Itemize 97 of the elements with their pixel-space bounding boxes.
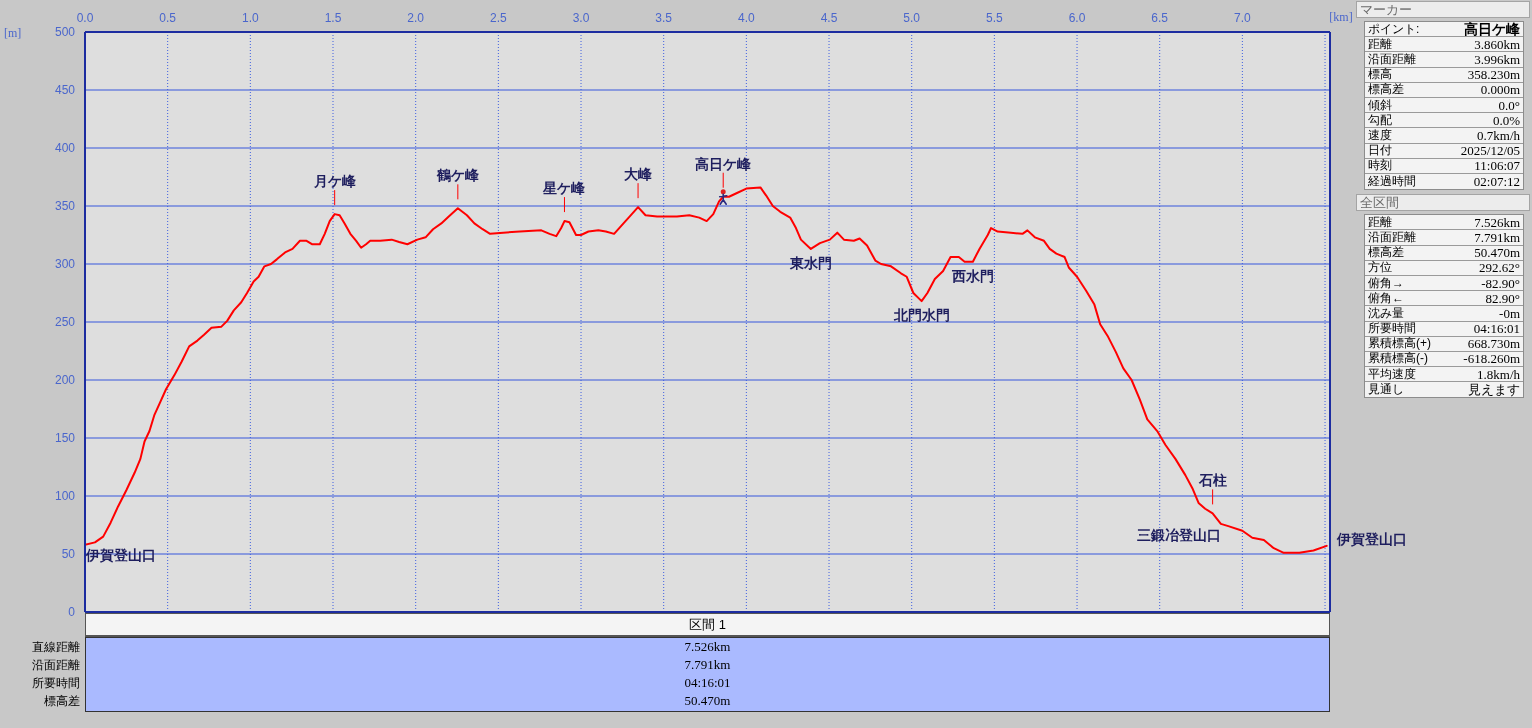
text: 方位 <box>1368 260 1392 275</box>
text: 日付 <box>1368 143 1392 158</box>
text: 見えます <box>1468 382 1520 398</box>
text: 7.526km <box>683 638 732 656</box>
text: ポイント: <box>1368 21 1420 36</box>
text: 7.791km <box>683 656 732 674</box>
text: 速度 <box>1368 127 1392 142</box>
text: 標高 <box>1368 67 1392 82</box>
text: 俯角→ <box>1368 275 1404 290</box>
x-axis-title: [km] <box>1329 10 1353 24</box>
text: 経過時間 <box>1368 173 1416 188</box>
text: 668.730m <box>1467 336 1520 352</box>
annotation: 高日ケ峰 <box>695 155 753 172</box>
y-tick-label: 400 <box>54 141 76 156</box>
x-tick-label: 3.0 <box>572 11 590 25</box>
text: 俯角← <box>1368 290 1404 305</box>
text: マーカー <box>1356 1 1530 18</box>
annotation: 石柱 <box>1197 472 1227 489</box>
text: 距離 <box>1368 214 1392 229</box>
text: 沿面距離 <box>32 657 80 674</box>
text: 所要時間 <box>32 675 80 692</box>
text: 50.470m <box>683 692 732 710</box>
x-tick-label: 6.0 <box>1068 11 1086 25</box>
text: 標高差 <box>44 693 80 710</box>
annotation: 鶴ケ峰 <box>435 167 480 184</box>
text: 0.7km/h <box>1477 127 1520 143</box>
text: 50.470m <box>1474 245 1520 261</box>
text: 3.860km <box>1474 36 1520 52</box>
text: 292.62° <box>1479 260 1520 276</box>
text: 04:16:01 <box>1473 321 1520 337</box>
x-tick-label: 2.0 <box>407 11 425 25</box>
x-tick-label: 4.0 <box>738 11 756 25</box>
x-tick-label: 5.0 <box>903 11 921 25</box>
text: 累積標高(-) <box>1368 351 1428 366</box>
text: -618.260m <box>1463 351 1520 367</box>
text: 見通し <box>1368 382 1404 397</box>
text: 沈み量 <box>1368 305 1404 320</box>
text: 沿面距離 <box>1368 229 1416 244</box>
text: -0m <box>1499 305 1520 321</box>
text: 0.0% <box>1492 112 1520 128</box>
x-tick-label: 7.0 <box>1234 11 1252 25</box>
text: 2025/12/05 <box>1460 143 1520 159</box>
text: 358.230m <box>1467 67 1520 83</box>
text: 11:06:07 <box>1474 158 1520 174</box>
x-tick-label: 6.5 <box>1151 11 1169 25</box>
annotation: 星ケ峰 <box>542 180 587 197</box>
annotation: 伊賀登山口 <box>1335 530 1407 547</box>
annotation: 北門水門 <box>892 307 950 324</box>
text: 02:07:12 <box>1473 173 1520 189</box>
annotation: 月ケ峰 <box>312 173 357 190</box>
text: 標高差 <box>1368 82 1404 97</box>
x-tick-label: 1.0 <box>241 11 259 25</box>
text: 04:16:01 <box>683 674 732 692</box>
text: 直線距離 <box>32 639 80 656</box>
text: 0.0° <box>1498 97 1520 113</box>
y-tick-label: 300 <box>54 257 76 272</box>
text: 高日ケ峰 <box>1464 20 1520 37</box>
y-tick-label: 450 <box>54 83 76 98</box>
text: 1.8km/h <box>1477 366 1520 382</box>
text: 7.526km <box>1474 214 1520 230</box>
text: 所要時間 <box>1368 321 1416 336</box>
text: 沿面距離 <box>1368 51 1416 66</box>
y-tick-label: 350 <box>54 199 76 214</box>
y-tick-label: 50 <box>61 547 76 562</box>
y-tick-label: 200 <box>54 373 76 388</box>
text: 7.791km <box>1474 229 1520 245</box>
x-tick-label: 3.5 <box>655 11 673 25</box>
x-tick-label: 1.5 <box>324 11 342 25</box>
annotation: 東水門 <box>788 254 832 271</box>
text: 距離 <box>1368 36 1392 51</box>
text: 82.90° <box>1485 290 1520 306</box>
annotation: 伊賀登山口 <box>85 546 156 563</box>
y-tick-label: 250 <box>54 315 76 330</box>
text: 全区間 <box>1356 194 1530 212</box>
text: 標高差 <box>1368 245 1404 260</box>
annotation: 大峰 <box>624 166 654 183</box>
text: 傾斜 <box>1368 97 1392 112</box>
y-tick-label: 100 <box>54 489 76 504</box>
text: 累積標高(+) <box>1368 336 1431 351</box>
text: 時刻 <box>1368 158 1392 173</box>
x-tick-label: 4.5 <box>820 11 838 25</box>
x-tick-label: 0.5 <box>159 11 177 25</box>
text: 勾配 <box>1368 112 1392 127</box>
annotation: 三鍛冶登山口 <box>1136 526 1221 543</box>
x-tick-label: 5.5 <box>986 11 1004 25</box>
y-tick-label: 0 <box>68 605 76 620</box>
text: 3.996km <box>1474 51 1520 67</box>
x-tick-label: 0.0 <box>76 11 94 25</box>
text: 0.000m <box>1480 82 1520 98</box>
annotation: 西水門 <box>950 267 994 284</box>
text: -82.90° <box>1481 275 1520 291</box>
text: 区間 1 <box>85 613 1330 637</box>
y-tick-label: 500 <box>54 25 76 40</box>
y-tick-label: 150 <box>54 431 76 446</box>
text: 平均速度 <box>1368 366 1416 381</box>
x-tick-label: 2.5 <box>490 11 508 25</box>
y-axis-title: [m] <box>4 26 22 40</box>
